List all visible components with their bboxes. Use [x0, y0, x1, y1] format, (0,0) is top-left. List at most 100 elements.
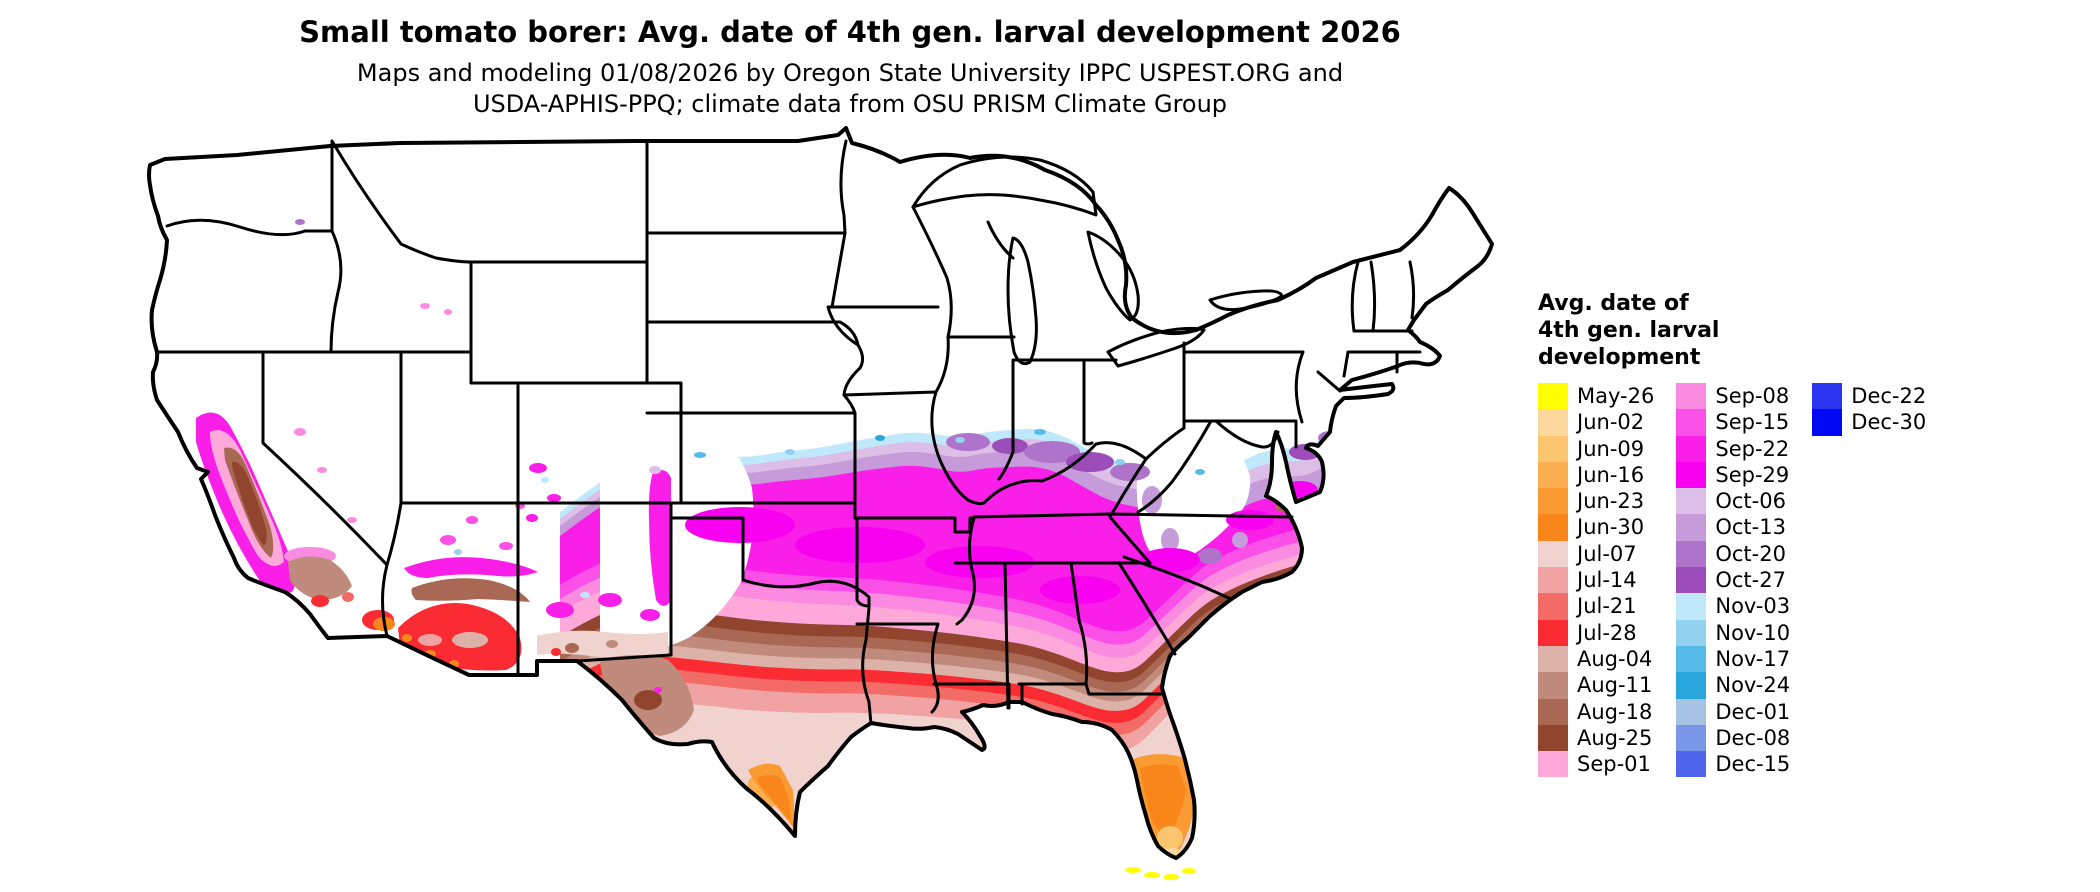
fl-orange-core — [1140, 764, 1186, 834]
florida-keys — [1125, 867, 1196, 880]
ut-dot2 — [466, 516, 478, 524]
legend-swatch-Oct-13 — [1676, 514, 1707, 541]
legend-label: Sep-22 — [1715, 436, 1790, 461]
legend-title-line3: development — [1538, 345, 1701, 370]
legend-entry-Oct-13: Oct-13 — [1676, 514, 1812, 541]
nm-brown-dot1 — [565, 643, 579, 653]
legend-label: Sep-01 — [1577, 752, 1651, 777]
legend-swatch-Jun-02 — [1538, 409, 1568, 436]
lake-huron — [1086, 230, 1140, 322]
legend-swatch-Dec-30 — [1812, 409, 1843, 436]
legend-label: Dec-30 — [1851, 410, 1927, 435]
legend-swatch-Nov-24 — [1676, 672, 1707, 699]
legend-entry-Dec-22: Dec-22 — [1812, 383, 1948, 410]
legend-entry-Dec-01: Dec-01 — [1676, 698, 1812, 725]
map-title: Small tomato borer: Avg. date of 4th gen… — [299, 15, 1401, 49]
legend-entry-Dec-30: Dec-30 — [1812, 409, 1948, 436]
legend-entry-Sep-01: Sep-01 — [1538, 751, 1676, 778]
band-detail-patches — [685, 414, 1358, 604]
legend-entry-Dec-08: Dec-08 — [1676, 724, 1812, 752]
legend-label: Nov-24 — [1715, 673, 1791, 698]
legend-swatch-Sep-22 — [1676, 435, 1707, 462]
legend-label: May-26 — [1577, 384, 1655, 408]
stx-orange-core — [757, 775, 791, 822]
sep29-core — [795, 527, 925, 563]
nov-speck — [875, 435, 885, 441]
ca-coast-blue1 — [173, 553, 179, 559]
socal-brown — [288, 556, 352, 600]
oct-patch — [1161, 528, 1179, 552]
legend-entry-Oct-20: Oct-20 — [1676, 540, 1812, 568]
legend-label: Oct-20 — [1715, 541, 1786, 566]
nv-dot2 — [317, 467, 327, 473]
legend-entry-Nov-03: Nov-03 — [1676, 593, 1812, 620]
legend-label: Oct-13 — [1715, 515, 1786, 540]
legend-label: Oct-06 — [1715, 489, 1786, 514]
legend-entry-Sep-15: Sep-15 — [1676, 409, 1812, 436]
wa-purple-dot — [295, 219, 305, 225]
legend-entry-Aug-18: Aug-18 — [1538, 698, 1676, 725]
map-legend: Avg. date of 4th gen. larval development… — [1538, 290, 2078, 778]
state-borders — [155, 139, 1422, 726]
legend-entry-Jul-14: Jul-14 — [1538, 567, 1676, 594]
map-subtitle: Maps and modeling 01/08/2026 by Oregon S… — [250, 58, 1450, 120]
legend-entry-Jun-30: Jun-30 — [1538, 514, 1676, 541]
sep29-core — [685, 507, 795, 543]
map-subtitle-line2: USDA-APHIS-PPQ; climate data from OSU PR… — [472, 90, 1228, 118]
legend-entry-Aug-11: Aug-11 — [1538, 672, 1676, 699]
legend-label: Nov-17 — [1715, 646, 1791, 671]
legend-swatch-Sep-15 — [1676, 409, 1707, 436]
legend-swatch-Jul-14 — [1538, 567, 1568, 594]
legend-swatch-Jul-28 — [1538, 619, 1568, 646]
legend-swatch-Dec-15 — [1676, 751, 1707, 778]
legend-label: Sep-15 — [1715, 410, 1790, 435]
legend-label: Jul-07 — [1577, 541, 1637, 566]
keys-yellow — [1125, 867, 1141, 873]
ca-coast-blue3 — [167, 537, 173, 543]
legend-swatch-Aug-18 — [1538, 698, 1568, 725]
legend-swatch-Jun-09 — [1538, 435, 1568, 462]
legend-swatch-Sep-08 — [1676, 383, 1707, 410]
legend-label: Oct-27 — [1715, 568, 1786, 593]
legend-swatch-Dec-01 — [1676, 698, 1707, 725]
legend-swatch-Oct-20 — [1676, 540, 1707, 568]
high-plains-white-wedge — [600, 408, 754, 652]
sep29-core — [1226, 510, 1274, 530]
ut-cyan-dot — [454, 549, 462, 555]
id-dot2 — [444, 309, 452, 315]
legend-entry-Jun-23: Jun-23 — [1538, 488, 1676, 515]
nv-dot3 — [347, 517, 357, 523]
legend-title: Avg. date of 4th gen. larval development — [1538, 290, 2078, 371]
legend-entry-Sep-22: Sep-22 — [1676, 435, 1812, 462]
legend-entry-Dec-15: Dec-15 — [1676, 751, 1812, 778]
legend-label: Aug-25 — [1577, 725, 1653, 750]
legend-label: Aug-11 — [1577, 673, 1653, 698]
legend-label: Aug-04 — [1577, 646, 1653, 671]
fl-tip-jun09 — [1157, 826, 1183, 850]
legend-label: Aug-18 — [1577, 699, 1653, 724]
legend-entry-May-26: May-26 — [1538, 383, 1676, 410]
wco-dot2 — [547, 494, 561, 502]
legend-label: Jun-02 — [1577, 410, 1645, 435]
nm-magenta-blob1 — [546, 602, 574, 618]
legend-label: Dec-22 — [1851, 384, 1927, 408]
legend-label: Jul-14 — [1577, 568, 1637, 593]
nm-red-dot — [551, 648, 561, 656]
legend-label: Dec-15 — [1715, 752, 1791, 777]
nov-speck — [1115, 459, 1125, 465]
legend-label: Jun-30 — [1577, 515, 1645, 540]
nov-speck — [1034, 429, 1046, 435]
legend-label: Jun-09 — [1577, 436, 1645, 461]
legend-swatch-Dec-08 — [1676, 724, 1707, 752]
legend-swatch-Jul-07 — [1538, 540, 1568, 568]
legend-entry-Oct-27: Oct-27 — [1676, 567, 1812, 594]
legend-label: Jun-16 — [1577, 462, 1645, 487]
az-orange-dot3 — [402, 634, 412, 642]
legend-label: Nov-03 — [1715, 594, 1791, 619]
legend-label: Dec-08 — [1715, 725, 1791, 750]
az-salmon-patch — [418, 634, 442, 646]
ca-valley-dark-core — [232, 461, 267, 546]
legend-entry-Sep-08: Sep-08 — [1676, 383, 1812, 410]
legend-swatch-Oct-27 — [1676, 567, 1707, 594]
